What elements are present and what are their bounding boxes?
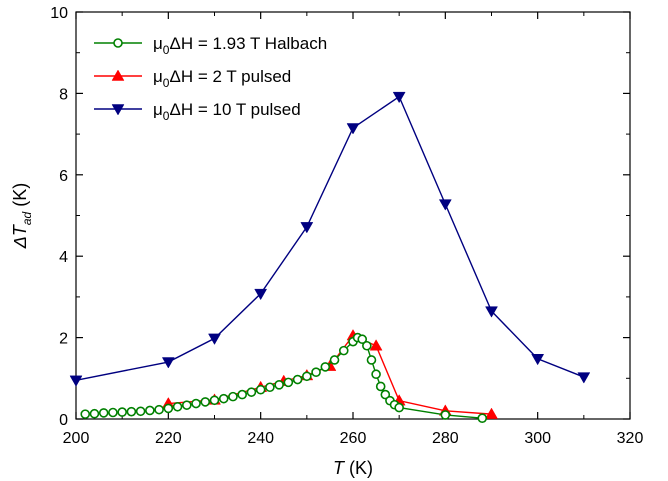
- data-point: [438, 199, 452, 211]
- y-tick-label: 6: [59, 168, 68, 185]
- series-1: [161, 329, 498, 419]
- y-tick-label: 10: [50, 5, 68, 22]
- data-point: [254, 288, 268, 301]
- x-tick-label: 260: [340, 430, 367, 447]
- legend-label-text: ΔH = 1.93 T Halbach: [169, 34, 327, 53]
- legend-label-prefix: μ: [153, 34, 163, 53]
- data-point: [329, 355, 340, 365]
- x-tick-label: 220: [155, 430, 182, 447]
- data-point: [255, 384, 266, 395]
- x-tick-label: 280: [432, 430, 459, 447]
- data-point: [135, 406, 146, 417]
- data-point: [246, 387, 257, 397]
- data-point: [375, 381, 386, 392]
- data-point: [208, 333, 221, 345]
- data-point: [577, 372, 591, 384]
- legend-label-text: ΔH = 2 T pulsed: [169, 67, 291, 86]
- legend-label-subscript: 0: [163, 109, 170, 123]
- legend-label-subscript: 0: [163, 43, 170, 57]
- data-point: [300, 222, 314, 234]
- data-point: [111, 69, 125, 81]
- data-point: [283, 377, 294, 388]
- data-point: [126, 406, 137, 417]
- data-point: [108, 407, 118, 418]
- x-tick-label: 240: [247, 430, 274, 447]
- legend-label-subscript: 0: [163, 76, 170, 90]
- data-point: [145, 405, 155, 416]
- series-line: [75, 95, 585, 382]
- series-0: [80, 332, 488, 423]
- data-point: [346, 123, 360, 135]
- x-axis: 200 220 240 260 280 300 320: [63, 12, 644, 447]
- y-axis-unit: (K): [10, 183, 30, 212]
- data-point: [394, 402, 404, 413]
- data-point: [265, 382, 275, 393]
- data-point: [357, 334, 368, 345]
- series-layer: [69, 91, 591, 423]
- legend-label-text: ΔH = 10 T pulsed: [169, 100, 300, 119]
- data-point: [369, 339, 383, 351]
- legend-label: μ0ΔH = 1.93 T Halbach: [153, 34, 327, 57]
- x-tick-label: 320: [617, 430, 644, 447]
- data-point: [338, 345, 349, 356]
- data-point: [531, 354, 545, 366]
- data-point: [485, 306, 498, 318]
- legend-label: μ0ΔH = 10 T pulsed: [153, 100, 301, 123]
- data-point: [69, 375, 83, 387]
- data-point: [302, 371, 312, 382]
- y-tick-label: 8: [59, 86, 68, 103]
- legend-entry: μ0ΔH = 10 T pulsed: [94, 100, 301, 123]
- y-axis-prefix: Δ: [10, 236, 30, 249]
- y-axis-label: ΔTad (K): [10, 183, 34, 249]
- data-point: [80, 409, 91, 419]
- data-point: [485, 407, 498, 419]
- data-point: [182, 400, 192, 410]
- data-point: [191, 398, 201, 409]
- x-axis-label: T (K): [333, 458, 373, 478]
- data-point: [113, 38, 123, 48]
- data-point: [163, 403, 174, 414]
- legend-label-prefix: μ: [153, 100, 163, 119]
- data-point: [366, 355, 377, 365]
- y-tick-label: 4: [59, 249, 68, 266]
- data-point: [440, 410, 451, 420]
- data-point: [362, 340, 372, 351]
- data-point: [111, 104, 125, 116]
- legend-entry: μ0ΔH = 1.93 T Halbach: [94, 34, 327, 57]
- data-point: [477, 413, 488, 423]
- data-point: [161, 357, 175, 369]
- data-point: [218, 393, 229, 404]
- series-2: [69, 91, 591, 387]
- x-axis-unit: (K): [344, 458, 373, 478]
- legend-label: μ0ΔH = 2 T pulsed: [153, 67, 291, 90]
- data-point: [89, 408, 100, 419]
- x-tick-label: 300: [524, 430, 551, 447]
- data-point: [172, 401, 183, 412]
- data-point: [371, 369, 381, 380]
- data-point: [392, 91, 406, 104]
- y-tick-label: 2: [59, 331, 68, 348]
- data-point: [380, 389, 391, 400]
- data-point: [320, 362, 331, 372]
- x-axis-symbol: T: [333, 458, 346, 478]
- data-point: [200, 397, 211, 407]
- data-point: [98, 408, 109, 418]
- data-point: [228, 391, 238, 402]
- legend-entry: μ0ΔH = 2 T pulsed: [94, 67, 291, 90]
- y-axis-subscript: ad: [20, 211, 34, 225]
- data-point: [209, 395, 220, 406]
- legend-label-prefix: μ: [153, 67, 163, 86]
- data-point: [311, 367, 321, 377]
- y-axis: 0 2 4 6 8 10: [50, 5, 630, 429]
- data-point: [274, 380, 284, 390]
- y-tick-label: 0: [59, 412, 68, 429]
- data-point: [237, 389, 247, 400]
- y-axis-symbol: T: [10, 223, 30, 236]
- data-point: [117, 407, 127, 417]
- data-point: [154, 404, 164, 415]
- x-tick-label: 200: [63, 430, 90, 447]
- data-point: [292, 374, 303, 385]
